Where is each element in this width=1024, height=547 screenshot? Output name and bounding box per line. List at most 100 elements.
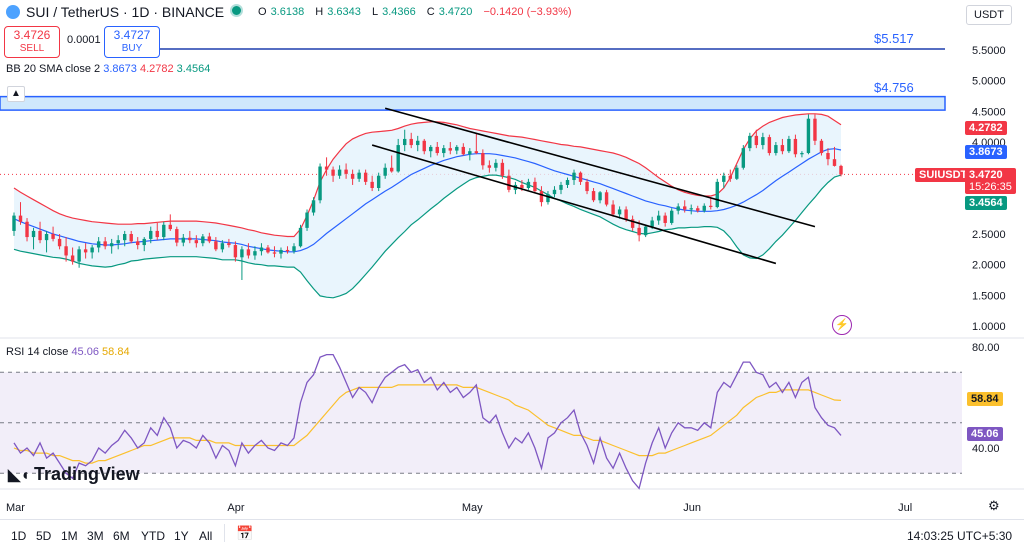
rsi-tick-label: 80.00	[972, 342, 1000, 354]
candle-body	[630, 219, 635, 228]
candle-body	[533, 181, 537, 192]
candle-body	[429, 146, 433, 152]
bb-legend[interactable]: BB 20 SMA close 2 3.8673 4.2782 3.4564	[6, 63, 211, 75]
candle-body	[793, 138, 798, 155]
tradingview-logo-icon: ◣◖	[8, 467, 30, 484]
candle-body	[572, 172, 576, 181]
candle-body	[474, 151, 479, 154]
tf-all[interactable]: All	[199, 529, 213, 543]
gear-icon[interactable]: ⚙	[988, 498, 1000, 513]
candle-body	[90, 247, 94, 253]
candle-body	[481, 153, 485, 166]
candle-body	[129, 234, 133, 242]
collapse-chevron-icon[interactable]: ▲	[7, 86, 25, 102]
candle-body	[709, 205, 713, 208]
candle-body	[38, 230, 42, 241]
candle-body	[832, 159, 837, 166]
spread-value: 0.0001	[67, 34, 101, 46]
candle-body	[722, 175, 726, 182]
candle-body	[175, 229, 179, 243]
chart-canvas[interactable]: 5.50005.00004.50004.00003.50003.00002.50…	[0, 0, 1024, 519]
time-tick-label: Mar	[6, 502, 25, 514]
rsi-ma-tag: 58.84	[967, 392, 1003, 406]
candle-body	[624, 209, 628, 220]
candle-body	[696, 208, 700, 211]
sell-button[interactable]: 3.4726 SELL	[4, 26, 60, 58]
candle-body	[487, 165, 492, 168]
candle-body	[389, 167, 394, 172]
candle-body	[220, 243, 225, 250]
price-tick-label: 1.5000	[972, 290, 1006, 302]
candle-body	[181, 237, 186, 243]
tf-1m[interactable]: 1M	[61, 529, 78, 543]
candle-body	[279, 249, 283, 254]
channel-trendline-1	[384, 107, 816, 228]
candle-body	[676, 206, 680, 211]
tf-ytd[interactable]: YTD	[141, 529, 165, 543]
tf-5d[interactable]: 5D	[36, 529, 52, 543]
tf-1d[interactable]: 1D	[11, 529, 27, 543]
tradingview-logo[interactable]: ◣◖ TradingView	[8, 464, 140, 484]
symbol-name: SUI / TetherUS · 1D · BINANCE	[26, 4, 225, 20]
candle-body	[617, 209, 622, 215]
candle-body	[246, 249, 251, 256]
candle-body	[396, 145, 400, 172]
candle-body	[455, 146, 459, 151]
candle-body	[116, 240, 120, 244]
candle-body	[643, 226, 648, 236]
resistance-zone	[0, 95, 946, 111]
candle-body	[311, 200, 316, 213]
candle-body	[109, 243, 114, 247]
candle-body	[728, 175, 732, 179]
time-tick-label: May	[462, 502, 483, 514]
lightning-icon[interactable]: ⚡	[832, 315, 852, 335]
candle-body	[663, 215, 667, 223]
candle-body	[70, 255, 75, 262]
candle-body	[285, 249, 290, 252]
rsi-label: RSI 14 close	[6, 346, 69, 358]
tf-3m[interactable]: 3M	[87, 529, 104, 543]
rsi-tag: 45.06	[967, 427, 1003, 441]
tf-6m[interactable]: 6M	[113, 529, 130, 543]
candle-body	[748, 135, 752, 149]
candle-body	[149, 230, 153, 239]
rsi-ma-line	[13, 384, 842, 464]
price-tick-label: 1.0000	[972, 321, 1006, 333]
buy-button[interactable]: 3.4727 BUY	[104, 26, 160, 58]
candle-body	[526, 181, 531, 188]
calendar-range-icon[interactable]: 📅	[236, 525, 254, 541]
symbol-title[interactable]: SUI / TetherUS · 1D · BINANCE	[6, 4, 224, 20]
candle-body	[259, 247, 264, 252]
symbol-tag: SUIUSDT	[915, 168, 972, 182]
candle-body	[559, 184, 563, 190]
candle-body	[350, 173, 355, 179]
time-tick-label: Jun	[683, 502, 701, 514]
bb-basis-tag: 3.8673	[965, 145, 1007, 159]
candle-body	[422, 140, 426, 152]
candle-body	[103, 241, 107, 247]
candle-body	[331, 169, 335, 176]
candle-body	[774, 145, 778, 154]
candle-body	[370, 181, 374, 188]
candle-body	[318, 166, 322, 201]
price-tick-label: 2.0000	[972, 260, 1006, 272]
candle-body	[357, 172, 361, 179]
candle-body	[702, 205, 706, 211]
tf-1y[interactable]: 1Y	[174, 529, 189, 543]
rsi-legend[interactable]: RSI 14 close 45.06 58.84	[6, 346, 130, 358]
candle-body	[715, 181, 719, 208]
bb-band-fill	[14, 113, 841, 298]
candle-body	[767, 137, 772, 154]
candle-body	[337, 169, 342, 176]
candle-body	[324, 166, 329, 170]
candle-body	[155, 230, 159, 238]
candle-body	[298, 227, 303, 247]
price-tick-label: 5.5000	[972, 45, 1006, 57]
candle-body	[591, 191, 596, 201]
candle-body	[363, 172, 368, 182]
candle-body	[494, 162, 498, 168]
symbol-icon	[6, 5, 20, 19]
candle-body	[194, 240, 199, 244]
currency-button[interactable]: USDT	[966, 5, 1012, 25]
candle-body	[136, 241, 140, 246]
